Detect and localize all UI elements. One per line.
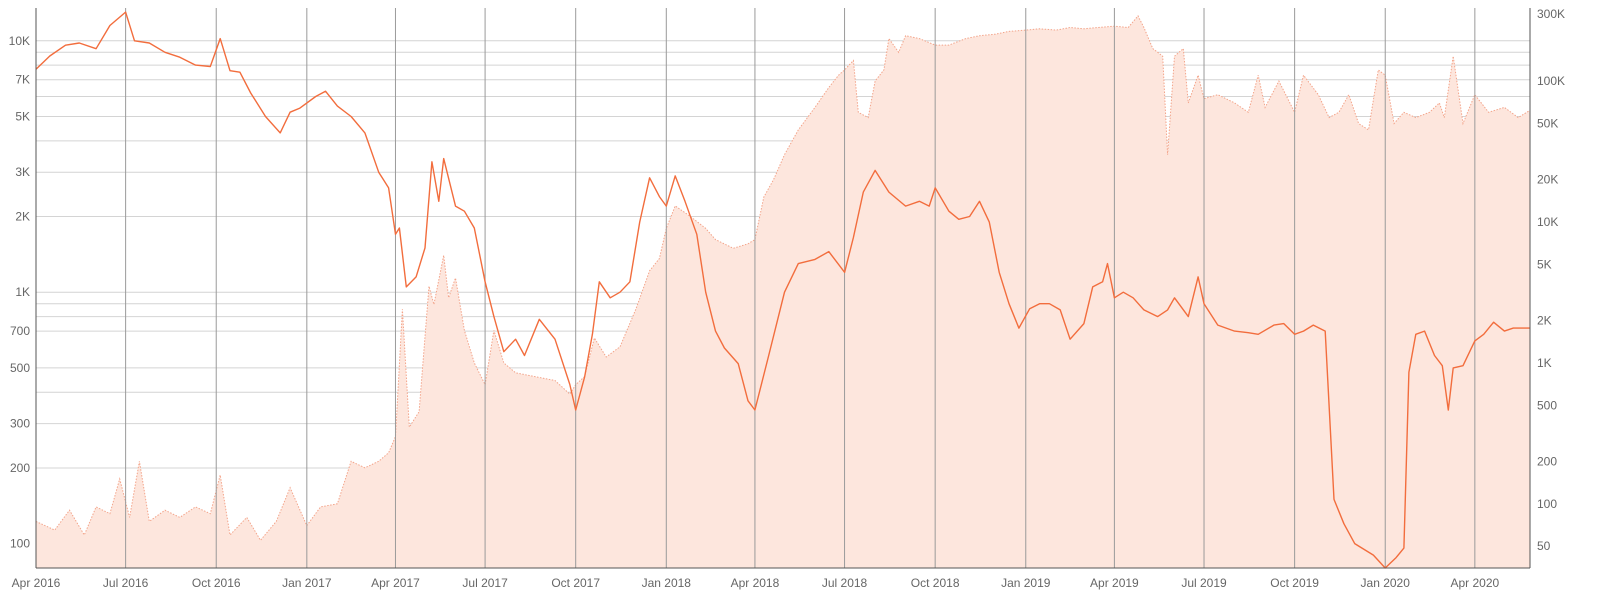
x-tick-label: Oct 2019	[1270, 576, 1319, 590]
right-y-tick-label: 100K	[1537, 74, 1565, 88]
right-y-tick-label: 5K	[1537, 257, 1552, 271]
left-y-tick-label: 3K	[15, 165, 30, 179]
left-y-tick-label: 7K	[15, 73, 30, 87]
x-axis-tick-labels: Apr 2016 Jul 2016 Oct 2016 Jan 2017 Apr 2017…	[12, 576, 1500, 590]
x-tick-label: Oct 2017	[551, 576, 600, 590]
left-y-tick-label: 10K	[9, 34, 30, 48]
x-tick-label: Apr 2020	[1450, 576, 1499, 590]
left-y-tick-label: 5K	[15, 109, 30, 123]
left-y-tick-label: 100	[10, 537, 30, 551]
x-tick-label: Apr 2017	[371, 576, 420, 590]
left-y-tick-label: 1K	[15, 285, 30, 299]
right-y-tick-label: 10K	[1537, 215, 1558, 229]
x-tick-label: Jan 2017	[282, 576, 332, 590]
left-y-tick-label: 2K	[15, 210, 30, 224]
axes	[35, 8, 1531, 569]
x-tick-label: Jan 2019	[1001, 576, 1051, 590]
area-series-fill	[36, 15, 1530, 568]
x-tick-label: Jul 2017	[462, 576, 508, 590]
left-y-tick-label: 200	[10, 461, 30, 475]
x-tick-label: Jul 2019	[1181, 576, 1227, 590]
x-tick-label: Oct 2018	[911, 576, 960, 590]
right-y-tick-label: 300K	[1537, 7, 1565, 21]
x-tick-label: Jul 2018	[822, 576, 868, 590]
right-y-axis-tick-labels: 50 100 200 500 1K 2K 5K 10K 20K 50K 100K 300K	[1537, 7, 1565, 553]
x-tick-label: Jan 2020	[1361, 576, 1411, 590]
right-y-tick-label: 100	[1537, 497, 1557, 511]
right-y-tick-label: 500	[1537, 398, 1557, 412]
line-series-path	[35, 11, 1530, 569]
left-y-tick-label: 300	[10, 417, 30, 431]
x-tick-label: Apr 2016	[12, 576, 61, 590]
left-y-axis-tick-labels: 100 200 300 500 700 1K 2K 3K 5K 7K 10K	[9, 34, 31, 551]
x-tick-label: Jan 2018	[642, 576, 692, 590]
right-y-tick-label: 2K	[1537, 313, 1552, 327]
right-y-tick-label: 1K	[1537, 356, 1552, 370]
left-y-tick-label: 500	[10, 361, 30, 375]
x-tick-label: Apr 2018	[731, 576, 780, 590]
x-tick-label: Oct 2016	[192, 576, 241, 590]
right-y-tick-label: 50	[1537, 539, 1551, 553]
right-y-tick-label: 20K	[1537, 173, 1558, 187]
line-series-layer	[35, 11, 1530, 569]
x-tick-label: Jul 2016	[103, 576, 149, 590]
left-y-tick-label: 700	[10, 324, 30, 338]
x-tick-label: Apr 2019	[1090, 576, 1139, 590]
right-y-tick-label: 50K	[1537, 116, 1558, 130]
area-series-layer	[35, 15, 1531, 568]
area-series-line	[35, 15, 1531, 542]
right-y-tick-label: 200	[1537, 454, 1557, 468]
